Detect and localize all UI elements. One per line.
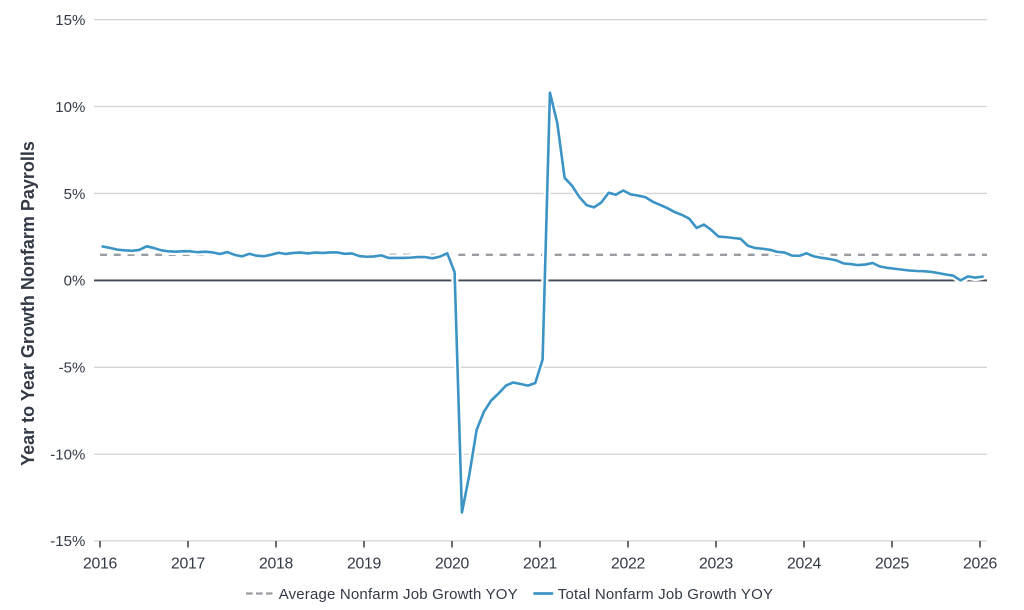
svg-text:Total Nonfarm Job Growth YOY: Total Nonfarm Job Growth YOY [558, 586, 773, 603]
svg-text:-5%: -5% [59, 360, 86, 377]
svg-text:Average Nonfarm Job Growth YOY: Average Nonfarm Job Growth YOY [279, 586, 518, 603]
svg-text:2018: 2018 [259, 555, 293, 572]
svg-text:Year to Year Growth Nonfarm Pa: Year to Year Growth Nonfarm Payrolls [18, 141, 38, 466]
svg-text:2026: 2026 [963, 555, 997, 572]
svg-text:-15%: -15% [50, 533, 85, 550]
svg-text:0%: 0% [64, 273, 86, 290]
svg-text:2023: 2023 [699, 555, 733, 572]
svg-text:2017: 2017 [171, 555, 205, 572]
svg-text:-10%: -10% [50, 447, 85, 464]
svg-text:2016: 2016 [83, 555, 117, 572]
svg-text:2019: 2019 [347, 555, 381, 572]
svg-text:2022: 2022 [611, 555, 645, 572]
svg-text:2025: 2025 [875, 555, 909, 572]
svg-text:10%: 10% [55, 99, 85, 116]
svg-text:5%: 5% [64, 186, 86, 203]
svg-text:2021: 2021 [523, 555, 557, 572]
svg-text:15%: 15% [55, 12, 85, 29]
svg-text:2024: 2024 [787, 555, 821, 572]
svg-text:2020: 2020 [435, 555, 469, 572]
